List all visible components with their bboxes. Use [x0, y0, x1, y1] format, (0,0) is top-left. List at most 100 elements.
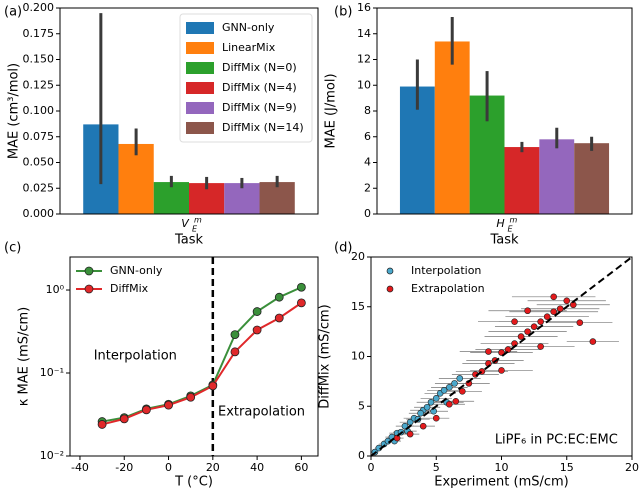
- marker: [119, 414, 129, 424]
- point: [537, 343, 544, 350]
- x-axis-label: T (°C): [174, 475, 213, 488]
- point: [423, 403, 431, 411]
- marker: [208, 381, 218, 391]
- x-tick-label-sup: m: [194, 216, 202, 225]
- x-tick-label: 15: [560, 461, 574, 474]
- y-axis-label: κ MAE (mS/cm): [17, 307, 32, 407]
- legend-swatch: [186, 42, 214, 54]
- legend-label: LinearMix: [222, 41, 276, 54]
- y-tick-label: 0.050: [23, 156, 55, 169]
- bar: [153, 182, 189, 214]
- x-tick-label-sub: E: [192, 225, 198, 234]
- x-tick-label: -20: [115, 461, 133, 474]
- marker: [274, 313, 284, 323]
- legend-label: GNN-only: [110, 264, 163, 277]
- y-tick-label: 10: [351, 350, 365, 363]
- y-tick-label: 16: [357, 1, 371, 14]
- bar: [574, 143, 610, 214]
- legend-marker: [84, 284, 94, 294]
- y-tick-label: 2: [364, 181, 371, 194]
- y-tick-label: 8: [364, 104, 371, 117]
- point: [456, 375, 464, 382]
- marker: [296, 282, 306, 292]
- y-tick-label: 4: [364, 156, 371, 169]
- y-tick-label: 5: [358, 399, 365, 412]
- legend-label: DiffMix (N=9): [222, 101, 297, 114]
- panel-label: (b): [334, 5, 352, 20]
- point: [524, 307, 531, 315]
- y-tick-label: 0: [364, 207, 371, 220]
- x-axis-label: Task: [489, 233, 519, 248]
- point: [517, 333, 525, 340]
- bar: [259, 182, 295, 214]
- y-tick-label: 0.075: [23, 130, 55, 143]
- legend-swatch: [186, 102, 214, 114]
- legend-label: DiffMix (N=4): [222, 81, 297, 94]
- point: [432, 394, 440, 402]
- point: [530, 323, 538, 330]
- x-tick-label: 20: [206, 461, 220, 474]
- x-axis-label: Task: [174, 233, 204, 248]
- annotation: Extrapolation: [218, 404, 305, 419]
- y-tick-label: 10⁻¹: [40, 366, 64, 379]
- point: [393, 434, 401, 442]
- legend-swatch: [186, 62, 214, 74]
- legend-label: DiffMix: [110, 282, 149, 295]
- y-tick-label: 0: [358, 449, 365, 462]
- panel-label: (d): [334, 241, 352, 256]
- axes-frame: [69, 256, 319, 457]
- legend-label: DiffMix (N=0): [222, 61, 297, 74]
- point: [589, 338, 597, 345]
- legend-label: GNN-only: [222, 21, 275, 34]
- marker: [186, 392, 196, 402]
- point: [427, 398, 435, 406]
- legend-marker: [386, 285, 394, 293]
- x-tick-label: 5: [433, 461, 440, 474]
- axes-frame: [376, 7, 633, 215]
- x-tick-label: V: [181, 217, 190, 230]
- x-tick-label: -40: [71, 461, 89, 474]
- point: [440, 387, 448, 394]
- point: [451, 380, 458, 387]
- annotation: Interpolation: [94, 349, 177, 364]
- y-tick-label: 0.200: [23, 1, 55, 14]
- point: [459, 388, 466, 395]
- legend-swatch: [186, 82, 214, 94]
- marker: [252, 307, 262, 316]
- marker: [164, 400, 173, 410]
- legend-marker: [386, 267, 394, 275]
- marker: [230, 347, 240, 357]
- bar: [118, 143, 154, 214]
- point: [537, 318, 544, 325]
- annotation: LiPF₆ in PC:EC:EMC: [495, 433, 618, 448]
- y-axis-label: DiffMix (mS/cm): [318, 304, 333, 408]
- line: [101, 286, 302, 423]
- x-tick-label: 0: [165, 461, 172, 474]
- x-tick-label: 0: [368, 461, 375, 474]
- point: [498, 367, 505, 374]
- point: [504, 346, 512, 353]
- y-axis-label: MAE (J/mol): [324, 73, 339, 148]
- x-tick-label: 10: [495, 461, 509, 474]
- x-axis-label: Experiment (mS/cm): [434, 475, 569, 488]
- marker: [141, 405, 151, 415]
- y-tick-label: 10: [357, 78, 371, 91]
- x-tick-label-sup: m: [510, 216, 518, 225]
- legend-swatch: [186, 122, 214, 134]
- y-tick-label: 10⁰: [46, 283, 65, 296]
- point: [543, 313, 551, 321]
- point: [498, 349, 505, 356]
- point: [445, 400, 453, 408]
- y-tick-label: 12: [357, 53, 371, 66]
- y-tick-label: 6: [364, 130, 371, 143]
- x-tick-label: 20: [625, 461, 639, 474]
- point: [452, 397, 460, 405]
- point: [432, 414, 440, 422]
- legend-label: Interpolation: [411, 264, 481, 277]
- legend-label: DiffMix (N=14): [222, 121, 304, 134]
- y-tick-label: 10⁻²: [40, 449, 64, 462]
- marker: [274, 292, 284, 302]
- x-tick-label-sub: E: [508, 225, 514, 234]
- point: [485, 348, 492, 355]
